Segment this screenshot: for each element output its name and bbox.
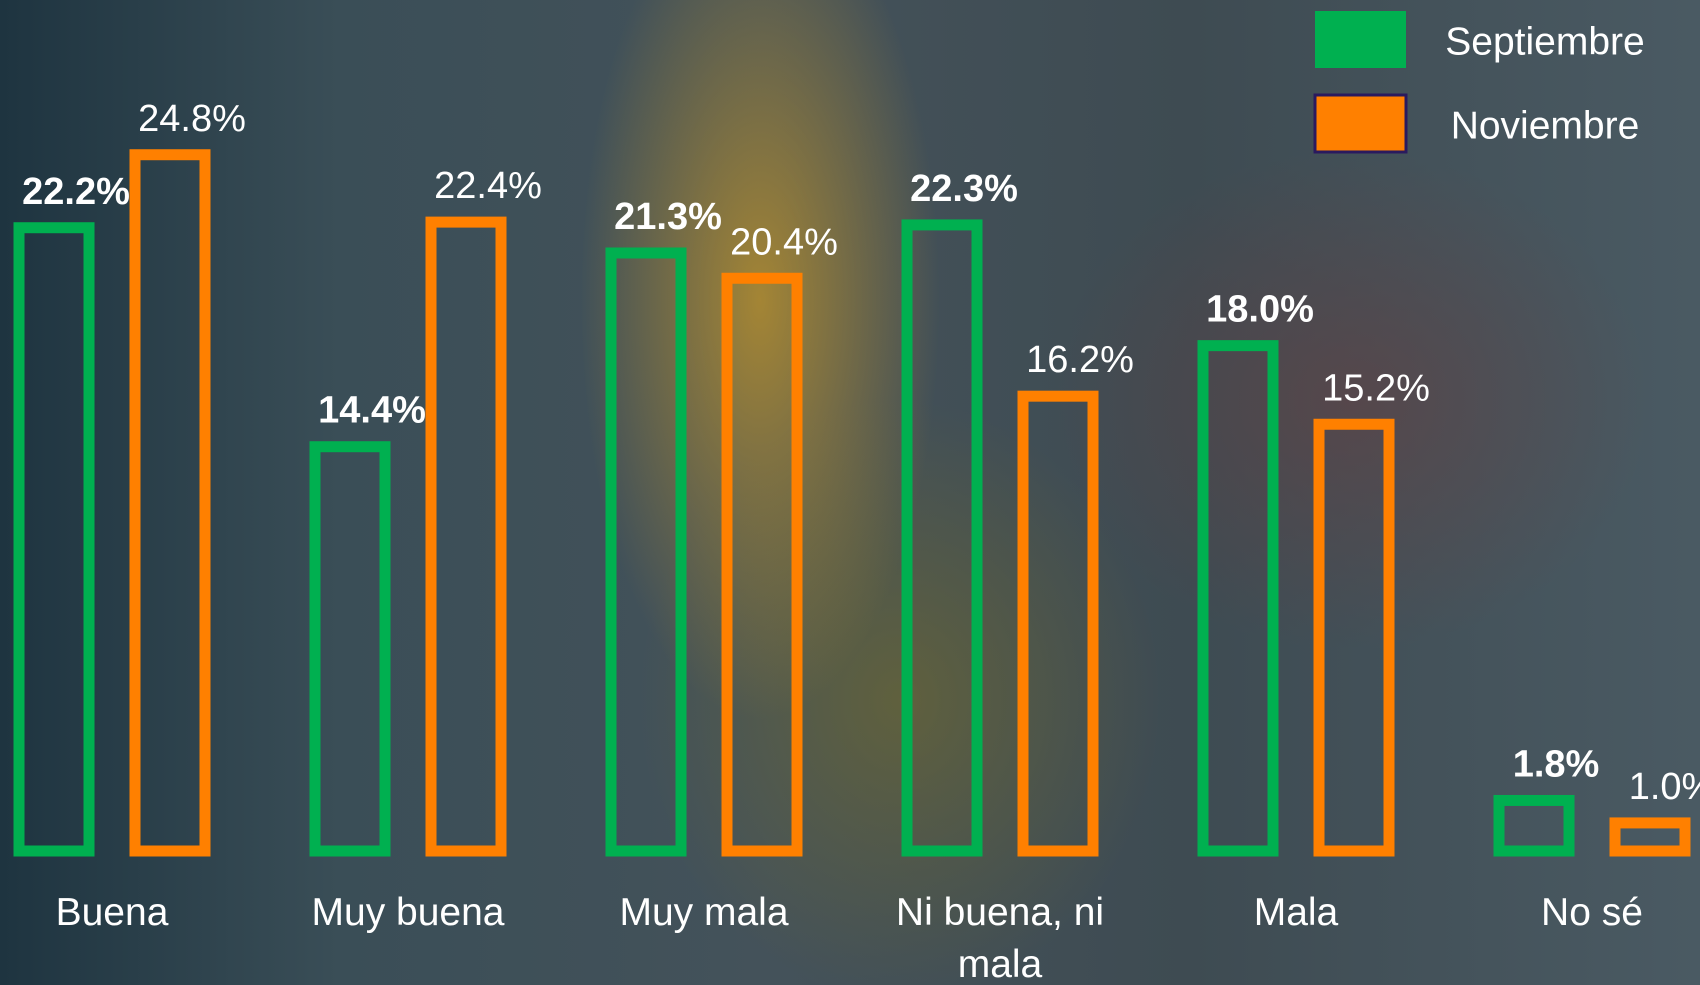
data-label: 15.2%	[1322, 367, 1430, 409]
x-tick-label: Mala	[1161, 887, 1431, 939]
data-label: 1.0%	[1629, 766, 1700, 808]
bar	[1203, 346, 1273, 851]
bar	[19, 228, 89, 851]
bar	[727, 278, 797, 851]
legend-swatch	[1315, 95, 1406, 152]
legend-label: Noviembre	[1451, 104, 1640, 147]
data-label: 14.4%	[318, 390, 426, 432]
bar	[1615, 823, 1685, 851]
data-label: 1.8%	[1513, 743, 1600, 785]
bar	[611, 253, 681, 851]
legend-swatch	[1315, 11, 1406, 68]
data-label: 18.0%	[1206, 289, 1314, 331]
data-label: 22.2%	[22, 171, 130, 213]
x-tick-label: Ni buena, ni mala	[865, 887, 1135, 985]
bar	[1499, 800, 1569, 851]
chart: 22.2%24.8% 14.4% 22.4% 21.3%20.4% 22.3% 16.2%…	[0, 0, 1700, 985]
data-label: 21.3%	[614, 196, 722, 238]
x-tick-label: No sé	[1457, 887, 1700, 939]
bar	[431, 222, 501, 851]
data-label: 22.4%	[434, 165, 542, 207]
chart-page: 22.2%24.8% 14.4% 22.4% 21.3%20.4% 22.3% 16.2%…	[0, 0, 1700, 985]
bar	[1319, 424, 1389, 851]
x-tick-label: Muy mala	[569, 887, 839, 939]
data-label: 20.4%	[730, 221, 838, 263]
data-label: 24.8%	[138, 98, 246, 140]
legend-label: Septiembre	[1445, 20, 1644, 63]
x-tick-label: Buena	[0, 887, 247, 939]
data-label: 16.2%	[1026, 339, 1134, 381]
data-label: 22.3%	[910, 168, 1018, 210]
bar	[135, 155, 205, 851]
bar	[1023, 396, 1093, 851]
x-tick-label: Muy buena	[273, 887, 543, 939]
bar	[907, 225, 977, 851]
bar	[315, 447, 385, 851]
